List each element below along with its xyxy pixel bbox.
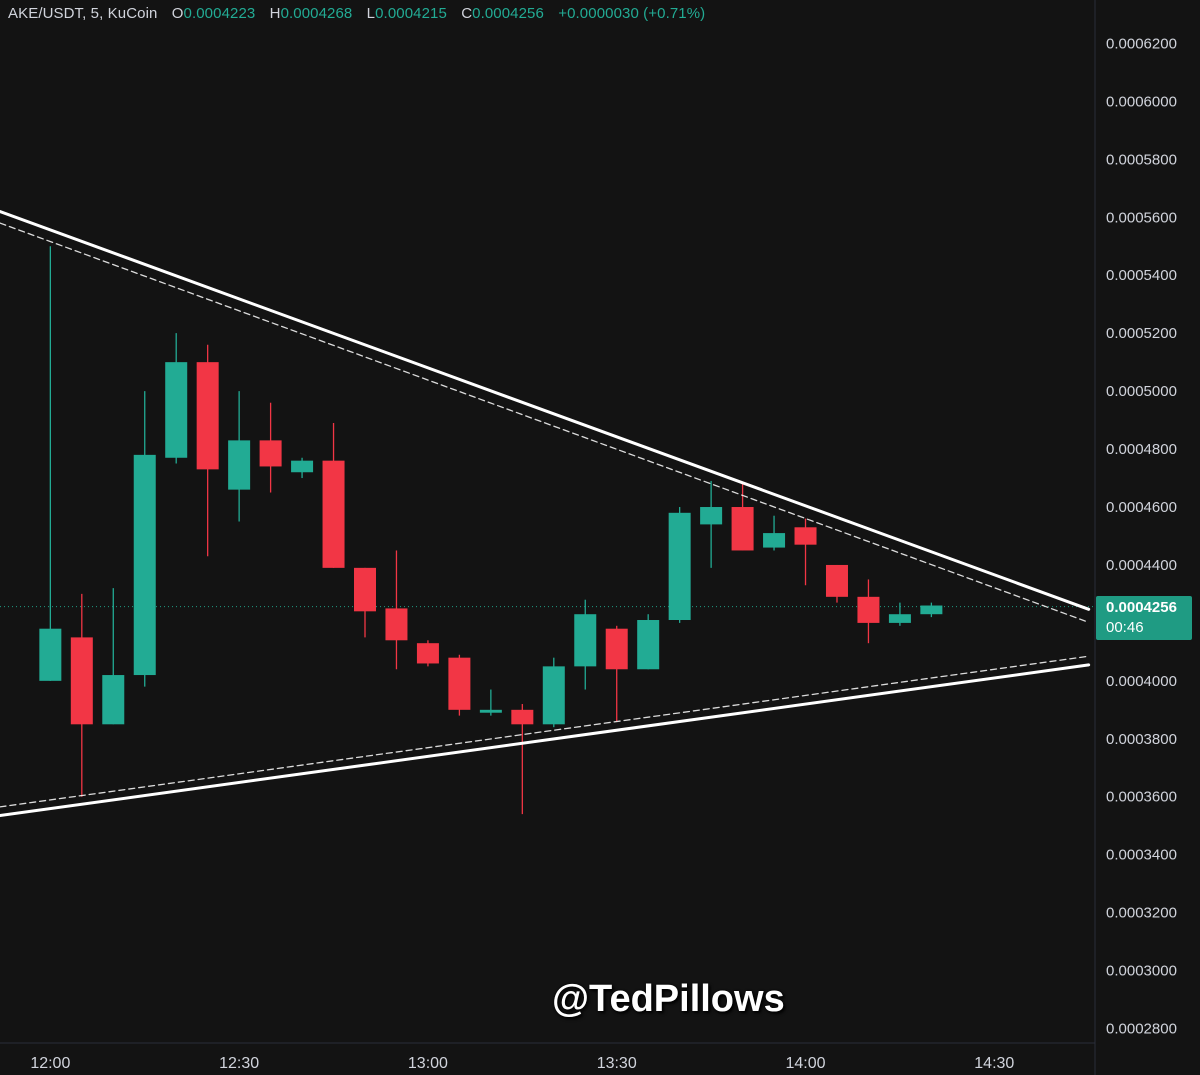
price-tick-label: 0.0006000: [1106, 93, 1177, 110]
candle-body[interactable]: [165, 362, 188, 458]
price-tick-label: 0.0003000: [1106, 963, 1177, 980]
symbol-title[interactable]: AKE/USDT, 5, KuCoin: [8, 5, 158, 22]
candle-body[interactable]: [196, 362, 219, 470]
candle-body[interactable]: [668, 512, 691, 621]
price-tick-label: 0.0002800: [1106, 1021, 1177, 1038]
price-tick-label: 0.0003400: [1106, 847, 1177, 864]
bar-countdown: 00:46: [1106, 619, 1144, 636]
price-tick-label: 0.0005600: [1106, 209, 1177, 226]
change-value: +0.0000030 (+0.71%): [558, 5, 706, 22]
candle-body[interactable]: [731, 507, 754, 551]
candle-body[interactable]: [448, 657, 471, 710]
price-tick-label: 0.0006200: [1106, 35, 1177, 52]
candle-body[interactable]: [70, 637, 93, 725]
candle-body[interactable]: [322, 460, 345, 568]
price-tick-label: 0.0004000: [1106, 673, 1177, 690]
time-tick-label: 12:30: [219, 1055, 259, 1072]
trendline-dashed[interactable]: [0, 222, 1090, 623]
high-value: 0.0004268: [280, 5, 353, 22]
candle-body[interactable]: [888, 614, 911, 623]
candle-body[interactable]: [133, 454, 156, 676]
price-tick-label: 0.0003600: [1106, 789, 1177, 806]
candle-body[interactable]: [542, 666, 565, 725]
price-tick-label: 0.0004600: [1106, 499, 1177, 516]
candle-body[interactable]: [920, 605, 943, 615]
candle-body[interactable]: [39, 628, 62, 681]
candle-body[interactable]: [511, 709, 534, 725]
trendline-solid[interactable]: [0, 209, 1091, 611]
price-tick-label: 0.0003200: [1106, 905, 1177, 922]
candle-body[interactable]: [354, 567, 376, 612]
author-watermark: @TedPillows: [552, 978, 785, 1020]
price-tick-label: 0.0005400: [1106, 267, 1177, 284]
open-value: 0.0004223: [183, 5, 256, 22]
low-label: L: [366, 5, 376, 22]
candle-body[interactable]: [102, 675, 125, 725]
price-tick-label: 0.0004400: [1106, 557, 1177, 574]
candle-body[interactable]: [605, 628, 628, 670]
candle-body[interactable]: [228, 440, 251, 490]
time-tick-label: 13:00: [408, 1055, 448, 1072]
candles-group: [39, 246, 943, 815]
high-label: H: [269, 5, 281, 22]
candle-body[interactable]: [637, 620, 660, 670]
last-price-value: 0.0004256: [1106, 599, 1177, 616]
candle-body[interactable]: [416, 643, 439, 664]
trendline-solid[interactable]: [0, 663, 1091, 818]
candle-body[interactable]: [857, 596, 880, 623]
time-tick-label: 12:00: [30, 1055, 70, 1072]
candle-body[interactable]: [385, 608, 408, 641]
candle-body[interactable]: [825, 564, 848, 597]
price-axis[interactable]: 0.0006200 0.0006000 0.0005800 0.0005600 0.00…: [1106, 35, 1177, 1037]
symbol-legend: AKE/USDT, 5, KuCoin O0.0004223 H0.000426…: [8, 5, 705, 22]
price-tick-label: 0.0003800: [1106, 731, 1177, 748]
trendlines-group[interactable]: [0, 209, 1091, 818]
price-tick-label: 0.0004800: [1106, 441, 1177, 458]
time-tick-label: 13:30: [597, 1055, 637, 1072]
last-price-tag: 0.0004256 00:46: [1096, 596, 1192, 640]
candle-body[interactable]: [259, 440, 282, 467]
candle-body[interactable]: [794, 527, 817, 545]
trendline-dashed[interactable]: [0, 655, 1090, 808]
price-tick-label: 0.0005800: [1106, 151, 1177, 168]
candle-body[interactable]: [291, 460, 314, 473]
price-tick-label: 0.0005000: [1106, 383, 1177, 400]
open-label: O: [171, 5, 184, 22]
candle-body[interactable]: [479, 709, 502, 713]
candle-body[interactable]: [763, 533, 786, 548]
time-axis[interactable]: 12:00 12:30 13:00 13:30 14:00 14:30: [30, 1055, 1014, 1072]
time-tick-label: 14:30: [974, 1055, 1014, 1072]
close-label: C: [461, 5, 473, 22]
close-value: 0.0004256: [472, 5, 544, 22]
candle-body[interactable]: [574, 614, 597, 667]
price-tick-label: 0.0005200: [1106, 325, 1177, 342]
low-value: 0.0004215: [375, 5, 447, 22]
time-tick-label: 14:00: [785, 1055, 825, 1072]
candle-body[interactable]: [700, 507, 723, 525]
